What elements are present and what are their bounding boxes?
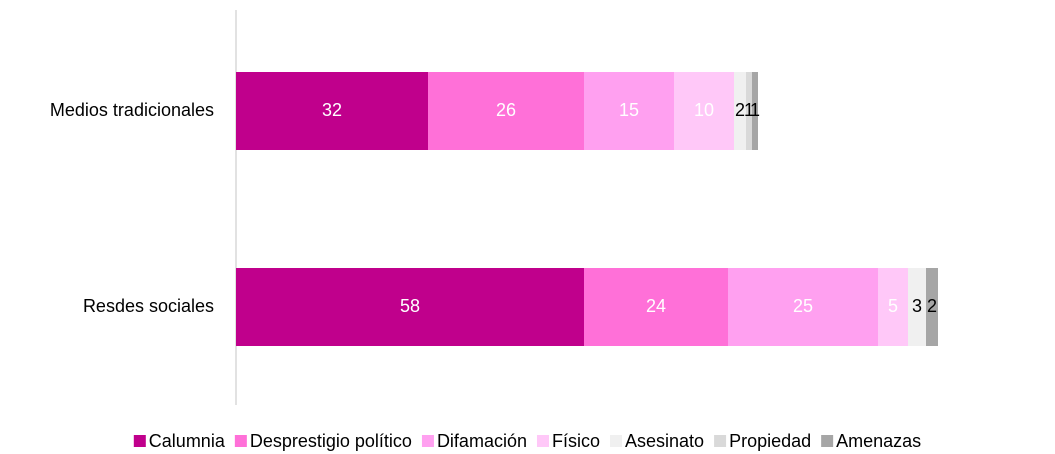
data-label: 2 [927, 296, 937, 316]
bar-segment [752, 72, 758, 150]
legend-swatch [821, 435, 834, 447]
bar-segment [584, 268, 728, 346]
data-label: 25 [793, 296, 813, 316]
bar-segment [236, 268, 584, 346]
bar-segment [428, 72, 584, 150]
legend-swatch [714, 435, 727, 447]
legend-label: Físico [552, 431, 600, 451]
legend-label: Difamación [437, 431, 527, 451]
data-label: 1 [750, 100, 760, 120]
bar-segment [674, 72, 734, 150]
legend-swatch [610, 435, 623, 447]
legend-swatch [536, 435, 549, 447]
legend-swatch [421, 435, 434, 447]
bar-segment [926, 268, 938, 346]
bar-segment [746, 72, 752, 150]
legend-label: Asesinato [625, 431, 704, 451]
data-label: 1 [744, 100, 754, 120]
bar-segment [236, 72, 428, 150]
bar-segment [728, 268, 878, 346]
legend-swatch [234, 435, 247, 447]
y-tick-label: Medios tradicionales [50, 100, 214, 120]
bar-segment [908, 268, 926, 346]
legend-label: Propiedad [729, 431, 811, 451]
data-label: 15 [619, 100, 639, 120]
legend-label: Calumnia [149, 431, 226, 451]
data-label: 58 [400, 296, 420, 316]
legend-label: Amenazas [836, 431, 921, 451]
bar-segment [734, 72, 746, 150]
bar-segment [584, 72, 674, 150]
y-tick-label: Resdes sociales [83, 296, 214, 316]
data-label: 32 [322, 100, 342, 120]
data-label: 2 [735, 100, 745, 120]
bar-segment [878, 268, 908, 346]
legend-label: Desprestigio político [250, 431, 412, 451]
data-label: 3 [912, 296, 922, 316]
data-label: 26 [496, 100, 516, 120]
legend-swatch [133, 435, 146, 447]
data-label: 5 [888, 296, 898, 316]
data-label: 10 [694, 100, 714, 120]
data-label: 24 [646, 296, 666, 316]
